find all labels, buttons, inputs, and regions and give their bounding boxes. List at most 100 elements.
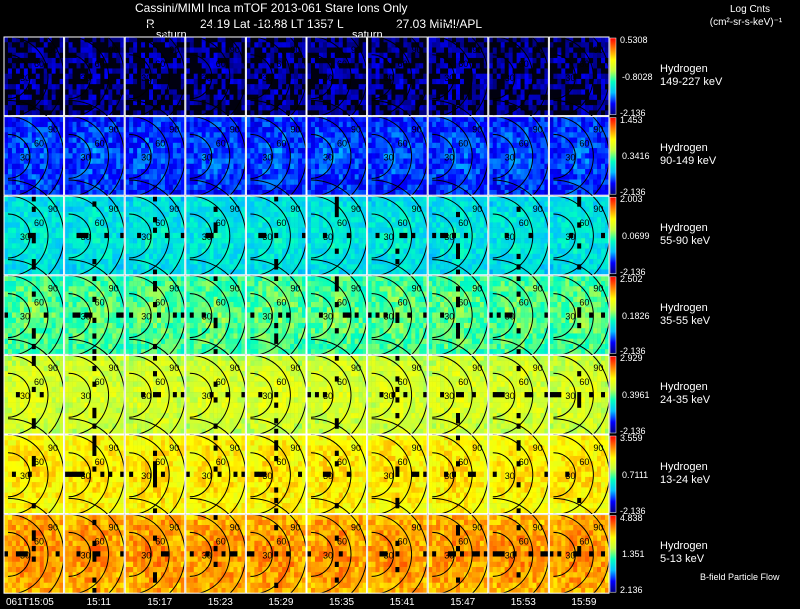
time-tick-label: 15:41 (390, 597, 415, 608)
colorbar-mid-label: -0.8028 (622, 72, 653, 82)
contour-label: 30 (202, 232, 212, 242)
contour-label: 90 (230, 45, 240, 55)
species-label: Hydrogen (660, 222, 708, 235)
contour-label: 90 (412, 363, 422, 373)
contour-label: 30 (323, 471, 333, 481)
contour-label: 60 (276, 218, 286, 228)
contour-label: 90 (351, 124, 361, 134)
contour-label: 60 (458, 218, 468, 228)
contour-label: 90 (169, 363, 179, 373)
contour-label: 30 (444, 471, 454, 481)
contour-label: 60 (337, 298, 347, 308)
energy-label: 5-13 keV (660, 553, 704, 566)
contour-label: 30 (384, 232, 394, 242)
contour-label: 60 (155, 457, 165, 467)
contour-label: 30 (323, 73, 333, 83)
contour-label: 90 (593, 204, 603, 214)
contour-label: 30 (323, 312, 333, 322)
contour-label: 30 (20, 471, 30, 481)
contour-label: 60 (216, 457, 226, 467)
contour-label: 90 (533, 124, 543, 134)
species-label: Hydrogen (660, 142, 708, 155)
contour-label: 60 (95, 457, 105, 467)
contour-label: 90 (533, 363, 543, 373)
time-tick-label: 15:23 (208, 597, 233, 608)
contour-label: 90 (48, 443, 58, 453)
contour-label: 60 (155, 298, 165, 308)
contour-label: 60 (519, 298, 529, 308)
contour-label: 90 (412, 443, 422, 453)
contour-label: 90 (533, 284, 543, 294)
time-tick-label: 15:59 (571, 597, 596, 608)
colorbar-6 (610, 516, 616, 593)
contour-label: 90 (230, 204, 240, 214)
contour-label: 30 (323, 391, 333, 401)
contour-label: 60 (276, 377, 286, 387)
colorbar-max-label: 1.453 (620, 115, 643, 125)
contour-label: 30 (20, 312, 30, 322)
contour-label: 30 (444, 550, 454, 560)
contour-label: 90 (533, 45, 543, 55)
contour-label: 60 (398, 59, 408, 69)
contour-label: 90 (109, 363, 119, 373)
contour-label: 60 (216, 377, 226, 387)
species-label: Hydrogen (660, 302, 708, 315)
contour-label: 90 (230, 124, 240, 134)
contour-label: 60 (216, 218, 226, 228)
time-tick-label: 15:29 (268, 597, 293, 608)
colorbar-max-label: 2.003 (620, 194, 643, 204)
contour-label: 30 (444, 152, 454, 162)
contour-label: 30 (262, 471, 272, 481)
contour-label: 30 (505, 471, 515, 481)
contour-label: 90 (169, 443, 179, 453)
contour-label: 90 (230, 363, 240, 373)
contour-label: 60 (95, 298, 105, 308)
contour-label: 60 (276, 138, 286, 148)
contour-label: 30 (141, 471, 151, 481)
contour-label: 30 (202, 471, 212, 481)
panel-r5-c2: 30 60 90 (125, 419, 185, 531)
contour-label: 90 (472, 204, 482, 214)
contour-label: 30 (141, 312, 151, 322)
contour-label: 90 (109, 284, 119, 294)
contour-label: 30 (141, 232, 151, 242)
colorbar-5 (610, 436, 616, 513)
contour-label: 30 (81, 391, 91, 401)
contour-label: 60 (579, 59, 589, 69)
contour-label: 90 (472, 363, 482, 373)
contour-label: 30 (262, 391, 272, 401)
contour-label: 60 (458, 457, 468, 467)
contour-label: 60 (398, 377, 408, 387)
contour-label: 90 (351, 204, 361, 214)
colorbar-4 (610, 356, 616, 433)
contour-label: 60 (95, 138, 105, 148)
legend-text: B-field Particle Flow (700, 572, 780, 582)
contour-label: 90 (412, 124, 422, 134)
contour-label: 90 (48, 45, 58, 55)
contour-label: 60 (579, 536, 589, 546)
contour-label: 60 (579, 218, 589, 228)
contour-label: 30 (202, 550, 212, 560)
contour-label: 60 (519, 457, 529, 467)
